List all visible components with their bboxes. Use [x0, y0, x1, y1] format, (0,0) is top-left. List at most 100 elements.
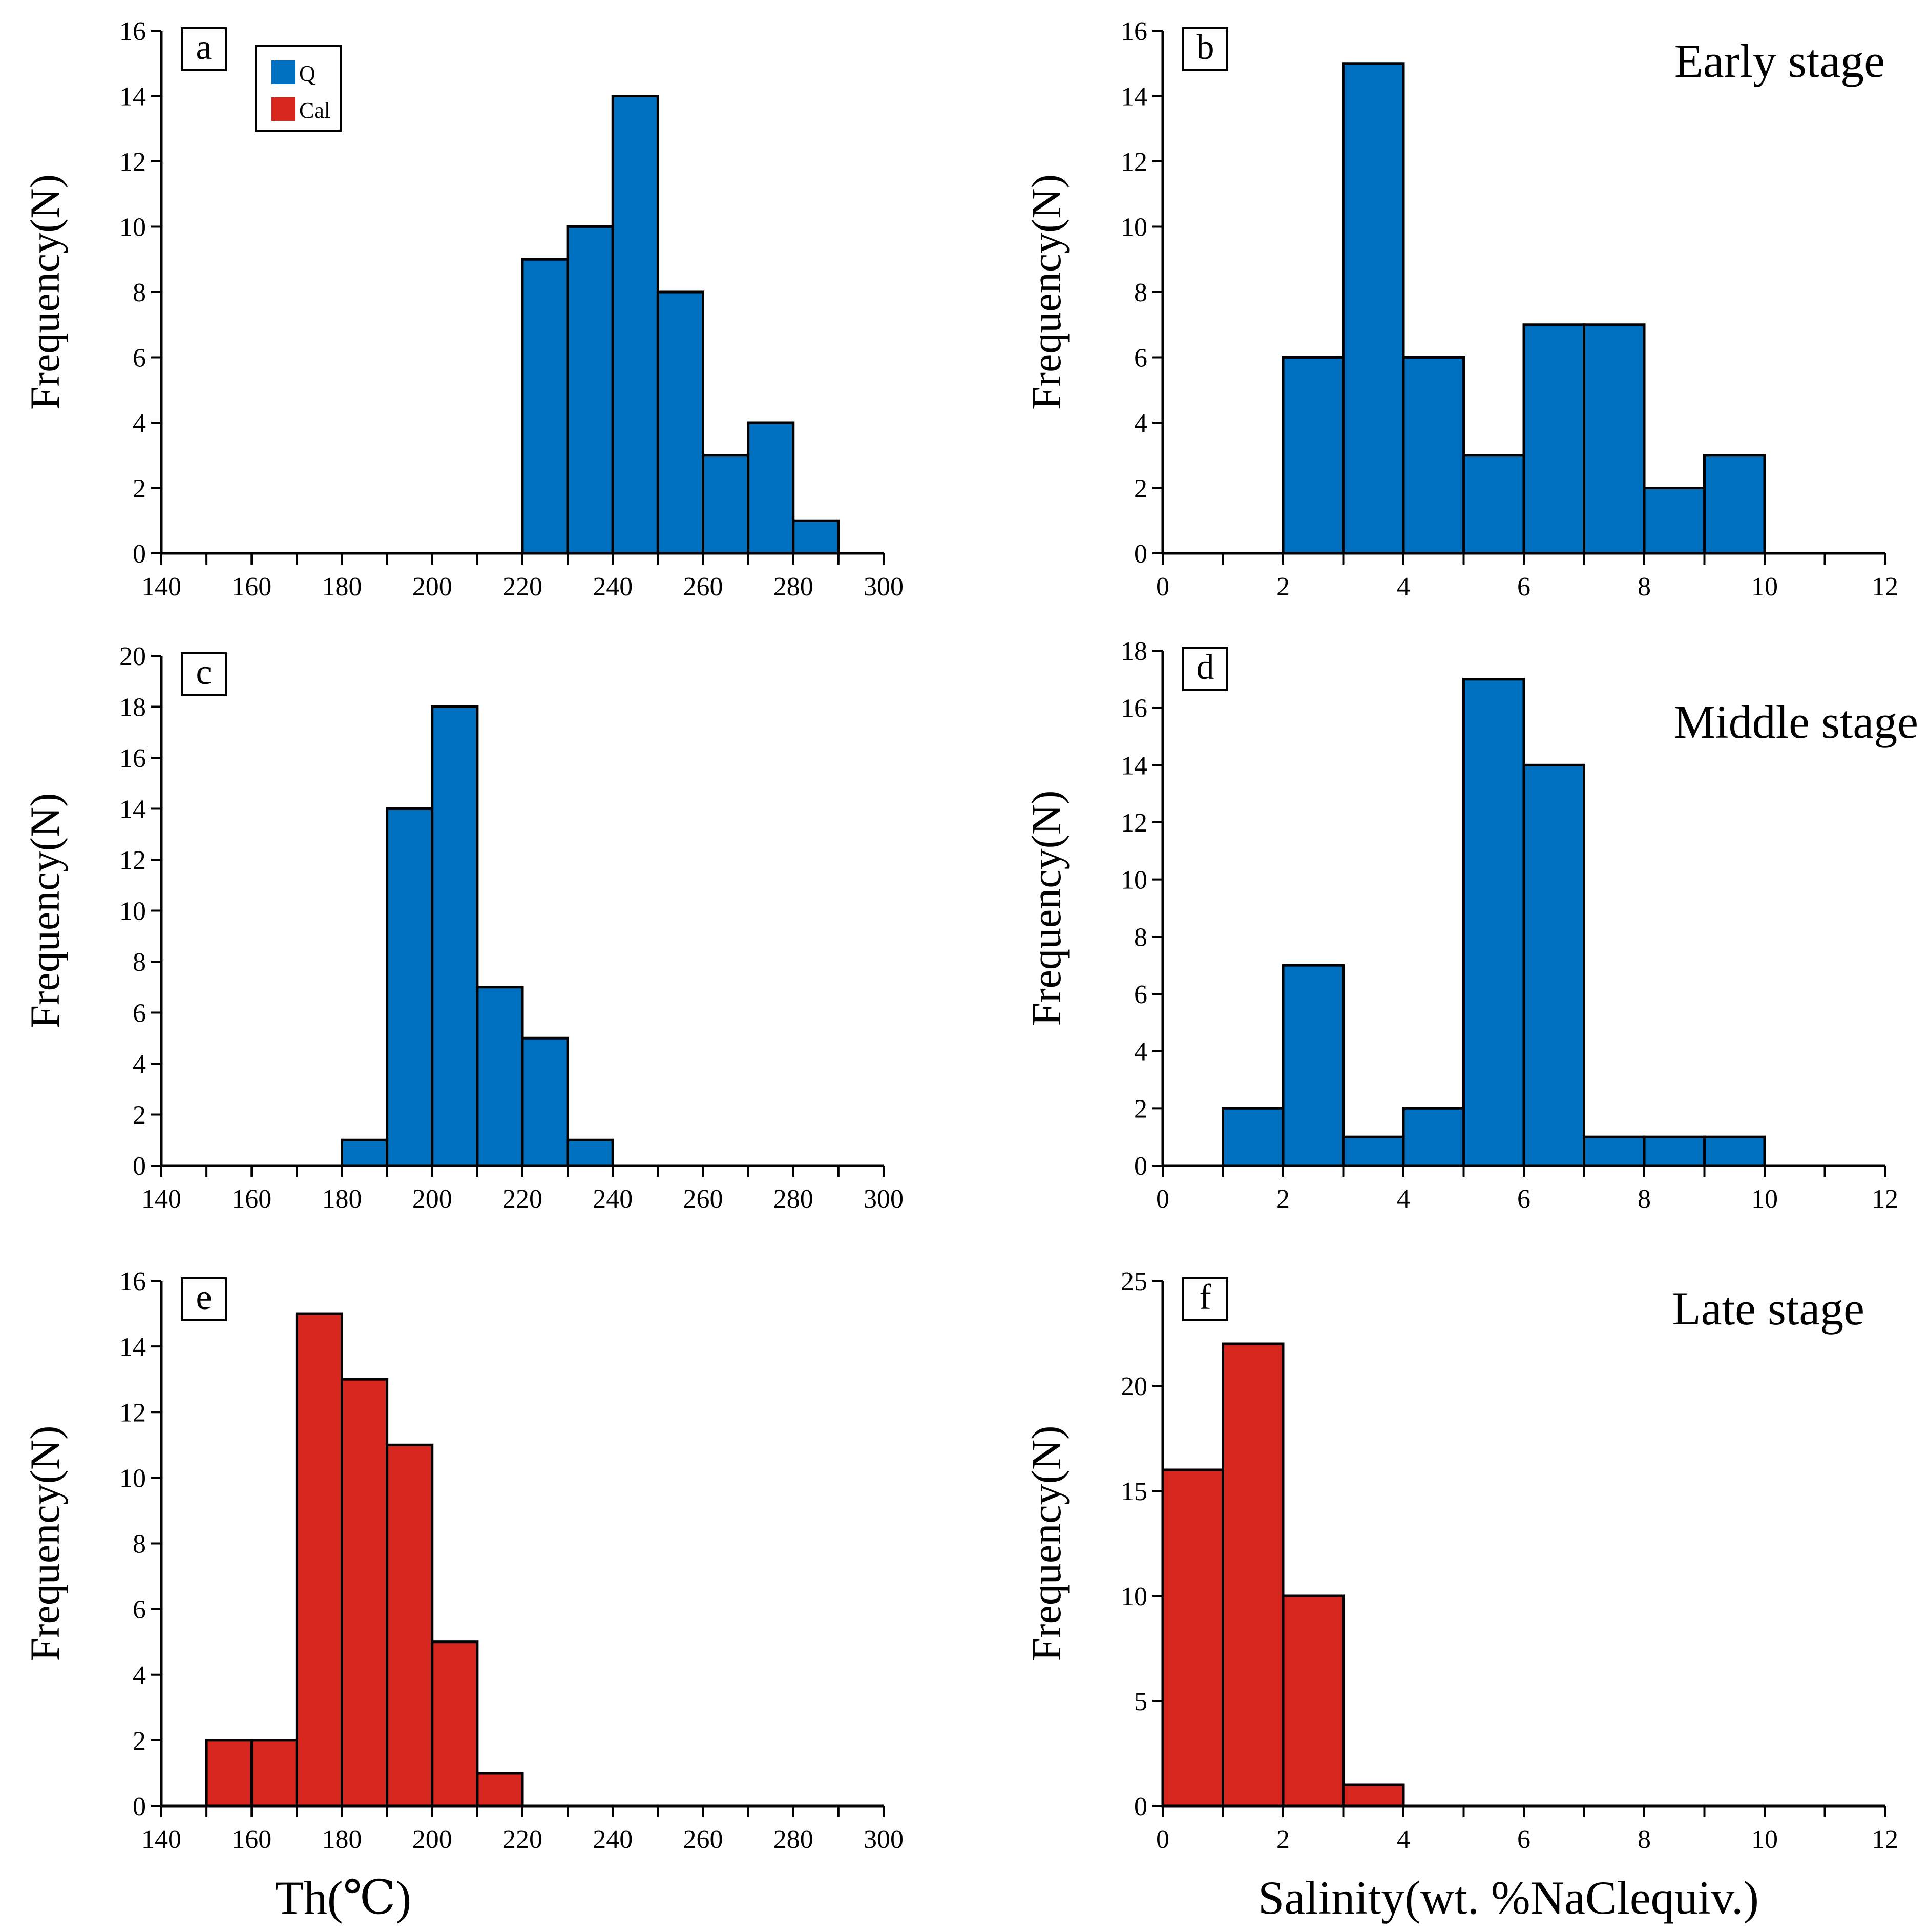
histogram-bar	[747, 421, 795, 555]
x-tick-label: 240	[593, 572, 633, 601]
y-tick-label: 8	[1134, 923, 1147, 952]
histogram-bar	[295, 1312, 343, 1808]
legend-label-q: Q	[299, 61, 316, 86]
histogram-bar	[431, 1640, 479, 1808]
y-tick-label: 4	[133, 1050, 146, 1079]
x-tick-label: 8	[1638, 1185, 1651, 1214]
y-tick-label: 10	[1121, 213, 1147, 242]
y-tick-label: 20	[119, 642, 146, 671]
y-tick-label: 18	[1121, 637, 1147, 666]
legend-box	[255, 45, 342, 132]
y-tick-label: 20	[1121, 1372, 1147, 1401]
y-tick-label: 2	[133, 1101, 146, 1130]
histogram-bar	[1583, 1135, 1646, 1167]
legend-swatch-cal	[271, 97, 295, 121]
chart-panel-f: 0 5 10 15 20 25 0 2 4 6 8 10 12 Frequency(N) Salinity(…	[1023, 1267, 1898, 1924]
y-tick-label: 8	[133, 1530, 146, 1559]
y-tick-label: 14	[1121, 751, 1147, 780]
x-tick-label: 0	[1156, 1825, 1169, 1854]
y-tick-label: 0	[133, 539, 146, 569]
panel-label: a	[196, 28, 212, 67]
y-tick-label: 8	[1134, 278, 1147, 307]
x-tick-label: 10	[1751, 1185, 1778, 1214]
y-tick-label: 12	[119, 1398, 146, 1427]
y-tick-label: 25	[1121, 1267, 1147, 1296]
histogram-bar	[250, 1739, 298, 1808]
y-tick-label: 16	[1121, 694, 1147, 723]
histogram-bar	[1703, 454, 1766, 555]
panel-label-box	[1182, 647, 1228, 691]
y-tick-label: 2	[1134, 474, 1147, 504]
histogram-bar	[1643, 487, 1706, 555]
y-tick-label: 16	[119, 17, 146, 46]
y-tick-label: 0	[1134, 1792, 1147, 1821]
histogram-bar	[566, 225, 614, 555]
x-tick-label: 12	[1872, 1825, 1898, 1854]
y-tick-label: 2	[133, 474, 146, 504]
y-tick-label: 14	[119, 82, 146, 112]
x-tick-label: 140	[141, 1825, 181, 1854]
x-tick-label: 300	[864, 1185, 904, 1214]
histogram-bar	[1522, 763, 1585, 1167]
x-tick-label: 260	[683, 1825, 723, 1854]
histogram-bar	[1643, 1135, 1706, 1167]
panel-label: d	[1197, 648, 1214, 687]
y-axis-title: Frequency(N)	[1023, 791, 1070, 1026]
histogram-bar	[1522, 323, 1585, 555]
x-tick-label: 220	[502, 1825, 542, 1854]
histogram-bar	[521, 1036, 569, 1167]
chart-panel-e: 0 2 4 6 8 10 12 14 16 140 160 180 200 220 240 260 280 300…	[22, 1267, 904, 1924]
x-tick-label: 12	[1872, 1185, 1898, 1214]
x-tick-label: 200	[412, 1825, 452, 1854]
y-tick-label: 8	[133, 278, 146, 307]
x-tick-label: 2	[1276, 572, 1290, 601]
histogram-bar	[1402, 1107, 1465, 1167]
x-tick-label: 4	[1397, 572, 1410, 601]
x-axis-title: Th(℃)	[275, 1872, 411, 1924]
histogram-bar	[1342, 1135, 1405, 1167]
y-tick-label: 6	[1134, 344, 1147, 373]
y-tick-label: 0	[1134, 1152, 1147, 1181]
x-tick-label: 280	[773, 572, 813, 601]
y-tick-label: 4	[1134, 1037, 1147, 1067]
histogram-bar	[1462, 454, 1525, 555]
panel-label-box	[181, 27, 227, 71]
histogram-bar	[566, 1138, 614, 1167]
x-tick-label: 180	[322, 572, 362, 601]
y-tick-label: 10	[1121, 1582, 1147, 1611]
x-tick-label: 260	[683, 1185, 723, 1214]
x-tick-label: 6	[1517, 572, 1530, 601]
y-tick-label: 10	[119, 897, 146, 926]
y-tick-label: 16	[1121, 17, 1147, 46]
y-tick-label: 10	[119, 213, 146, 242]
histogram-bar	[656, 290, 704, 555]
y-axis-title: Frequency(N)	[1023, 1426, 1070, 1661]
y-tick-label: 0	[1134, 539, 1147, 569]
y-axis-title: Frequency(N)	[1023, 174, 1070, 410]
panel-label-box	[181, 652, 227, 696]
legend-label-cal: Cal	[299, 98, 330, 123]
x-tick-label: 12	[1872, 572, 1898, 601]
y-tick-label: 12	[119, 846, 146, 875]
y-tick-label: 4	[1134, 409, 1147, 438]
histogram-bar	[792, 519, 840, 555]
histogram-bar	[341, 1378, 389, 1808]
y-tick-label: 16	[119, 744, 146, 773]
histogram-bar	[431, 705, 479, 1167]
chart-panel-a: 0 2 4 6 8 10 12 14 16 140 160 180 200 220 240 260 280 300…	[22, 17, 904, 601]
panel-label: f	[1199, 1278, 1211, 1317]
y-tick-label: 18	[119, 693, 146, 722]
chart-panel-c: 0 2 4 6 8 10 12 14 16 18 20 140 160 180 200 220 240 260 28…	[22, 642, 904, 1214]
histogram-bar	[1583, 323, 1646, 555]
x-tick-label: 2	[1276, 1185, 1290, 1214]
histogram-bar	[1342, 1783, 1405, 1808]
y-tick-label: 4	[133, 409, 146, 438]
x-tick-label: 140	[141, 572, 181, 601]
panel-label: c	[196, 653, 212, 692]
y-tick-label: 6	[133, 344, 146, 373]
stage-label: Early stage	[1674, 35, 1885, 87]
x-tick-label: 10	[1751, 1825, 1778, 1854]
x-tick-label: 160	[232, 1185, 271, 1214]
x-tick-label: 280	[773, 1185, 813, 1214]
